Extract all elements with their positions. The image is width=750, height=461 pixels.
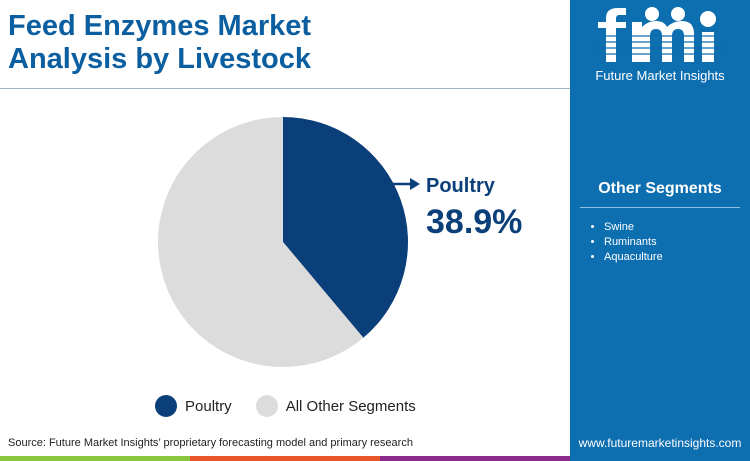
pie-chart [157,117,408,368]
legend-swatch-other [255,395,278,417]
arrow-icon [392,178,420,190]
color-bar-purple [380,456,570,461]
other-segments-list: Swine Ruminants Aquaculture [588,220,663,265]
title-line-2: Analysis by Livestock [8,43,312,75]
list-item: Aquaculture [604,250,663,265]
title-line-1: Feed Enzymes Market [8,10,312,42]
sidebar: Future Market Insights Other Segments Sw… [570,0,750,461]
callout-value: 38.9% [426,203,523,241]
pie-slice-poultry [283,117,408,338]
legend-label-poultry: Poultry [185,397,232,415]
website-link[interactable]: www.futuremarketinsights.com [578,436,742,450]
fmi-logo [592,7,732,62]
list-item: Ruminants [604,235,663,250]
source-note: Source: Future Market Insights’ propriet… [8,437,413,449]
other-segments-title: Other Segments [598,180,722,197]
callout-label: Poultry [426,175,495,197]
list-item: Swine [604,220,663,235]
divider [580,207,740,208]
legend: Poultry All Other Segments [155,395,416,417]
divider [0,88,570,89]
color-bar-orange [190,456,380,461]
page-title: Feed Enzymes Market Analysis by Livestock [8,10,311,76]
color-bar-green [0,456,190,461]
pie-slice-all-other-segments [157,117,364,368]
brand-name: Future Market Insights [595,68,725,83]
legend-label-other: All Other Segments [285,397,416,415]
legend-swatch-poultry [155,395,177,417]
